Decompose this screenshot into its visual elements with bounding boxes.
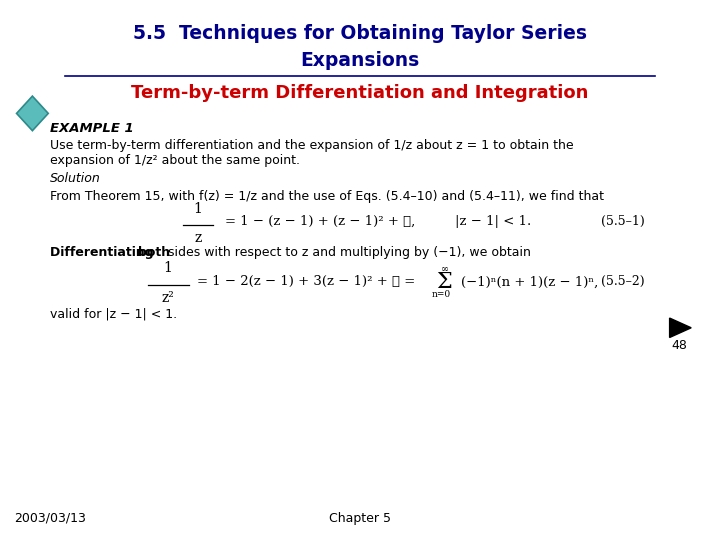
Text: 1: 1 [194, 202, 202, 216]
Text: both: both [138, 246, 171, 259]
Text: n=0: n=0 [432, 290, 451, 299]
Text: Solution: Solution [50, 172, 101, 185]
Polygon shape [670, 318, 691, 338]
Text: Term-by-term Differentiation and Integration: Term-by-term Differentiation and Integra… [131, 84, 589, 102]
Text: From Theorem 15, with f(z) = 1/z and the use of Eqs. (5.4–10) and (5.4–11), we f: From Theorem 15, with f(z) = 1/z and the… [50, 190, 604, 203]
Text: = 1 − 2(z − 1) + 3(z − 1)² + ⋯ =: = 1 − 2(z − 1) + 3(z − 1)² + ⋯ = [197, 275, 415, 288]
Text: Chapter 5: Chapter 5 [329, 512, 391, 525]
Text: Σ: Σ [436, 271, 451, 293]
Text: EXAMPLE 1: EXAMPLE 1 [50, 122, 134, 134]
Text: expansion of 1/z² about the same point.: expansion of 1/z² about the same point. [50, 154, 300, 167]
Text: 2003/03/13: 2003/03/13 [14, 512, 86, 525]
Text: 5.5  Techniques for Obtaining Taylor Series: 5.5 Techniques for Obtaining Taylor Seri… [133, 24, 587, 43]
Text: z²: z² [161, 291, 174, 305]
Text: ∞: ∞ [441, 265, 449, 274]
Text: (5.5–1): (5.5–1) [600, 215, 644, 228]
Text: (−1)ⁿ(n + 1)(z − 1)ⁿ,: (−1)ⁿ(n + 1)(z − 1)ⁿ, [461, 275, 598, 288]
Text: (5.5–2): (5.5–2) [600, 275, 644, 288]
Text: Expansions: Expansions [300, 51, 420, 70]
Text: valid for |z − 1| < 1.: valid for |z − 1| < 1. [50, 308, 178, 321]
Text: z: z [194, 231, 202, 245]
Text: sides with respect to z and multiplying by (−1), we obtain: sides with respect to z and multiplying … [164, 246, 531, 259]
Text: 1: 1 [163, 261, 172, 275]
Text: Differentiating: Differentiating [50, 246, 158, 259]
Text: Use term-by-term differentiation and the expansion of 1/z about z = 1 to obtain : Use term-by-term differentiation and the… [50, 139, 574, 152]
Text: |z − 1| < 1.: |z − 1| < 1. [455, 215, 531, 228]
Text: = 1 − (z − 1) + (z − 1)² + ⋯,: = 1 − (z − 1) + (z − 1)² + ⋯, [225, 215, 415, 228]
Text: 48: 48 [672, 339, 688, 352]
Polygon shape [17, 96, 48, 131]
